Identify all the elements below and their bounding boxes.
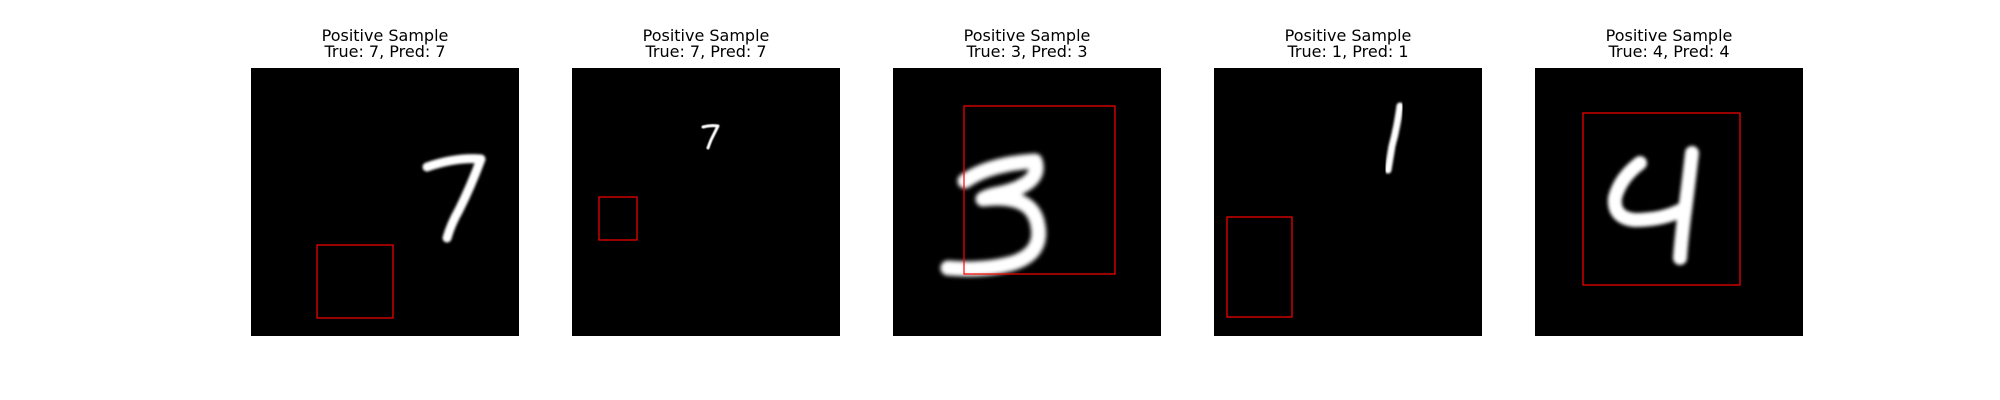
panel-title-line: Positive Sample (963, 26, 1091, 45)
panel-title: Positive Sample True: 3, Pred: 3 (853, 28, 1201, 60)
digit-image (572, 68, 840, 336)
handwritten-digit-stroke (940, 153, 1047, 277)
panel-subtitle-line: True: 1, Pred: 1 (1287, 42, 1409, 61)
image-background (251, 68, 519, 336)
panel-title-line: Positive Sample (1284, 26, 1412, 45)
handwritten-digit-stroke (422, 154, 486, 243)
handwritten-digit-stroke (1607, 146, 1699, 265)
image-background (572, 68, 840, 336)
sample-panel-4: Positive Sample True: 1, Pred: 1 (1214, 0, 1482, 340)
sample-panel-3: Positive Sample True: 3, Pred: 3 (893, 0, 1161, 340)
digit-image (1214, 68, 1482, 336)
digit-image (251, 68, 519, 336)
panel-title-line: Positive Sample (1605, 26, 1733, 45)
panel-title: Positive Sample True: 7, Pred: 7 (211, 28, 559, 60)
panel-title-line: Positive Sample (321, 26, 449, 45)
panel-subtitle-line: True: 7, Pred: 7 (645, 42, 767, 61)
handwritten-digit-stroke (701, 124, 720, 150)
sample-panel-1: Positive Sample True: 7, Pred: 7 (251, 0, 519, 340)
panel-title: Positive Sample True: 4, Pred: 4 (1495, 28, 1843, 60)
panel-title-line: Positive Sample (642, 26, 770, 45)
image-background (1535, 68, 1803, 336)
sample-panel-2: Positive Sample True: 7, Pred: 7 (572, 0, 840, 340)
digit-image (893, 68, 1161, 336)
bounding-box (1226, 216, 1293, 318)
bounding-box (316, 244, 394, 319)
panel-subtitle-line: True: 7, Pred: 7 (324, 42, 446, 61)
digit-image (1535, 68, 1803, 336)
handwritten-digit-stroke (1384, 102, 1404, 174)
panel-subtitle-line: True: 4, Pred: 4 (1608, 42, 1730, 61)
sample-panel-5: Positive Sample True: 4, Pred: 4 (1535, 0, 1803, 340)
image-background (1214, 68, 1482, 336)
bounding-box (598, 196, 638, 241)
bounding-box (963, 105, 1116, 275)
panel-title: Positive Sample True: 7, Pred: 7 (532, 28, 880, 60)
bounding-box (1582, 112, 1741, 286)
panel-title: Positive Sample True: 1, Pred: 1 (1174, 28, 1522, 60)
panel-subtitle-line: True: 3, Pred: 3 (966, 42, 1088, 61)
